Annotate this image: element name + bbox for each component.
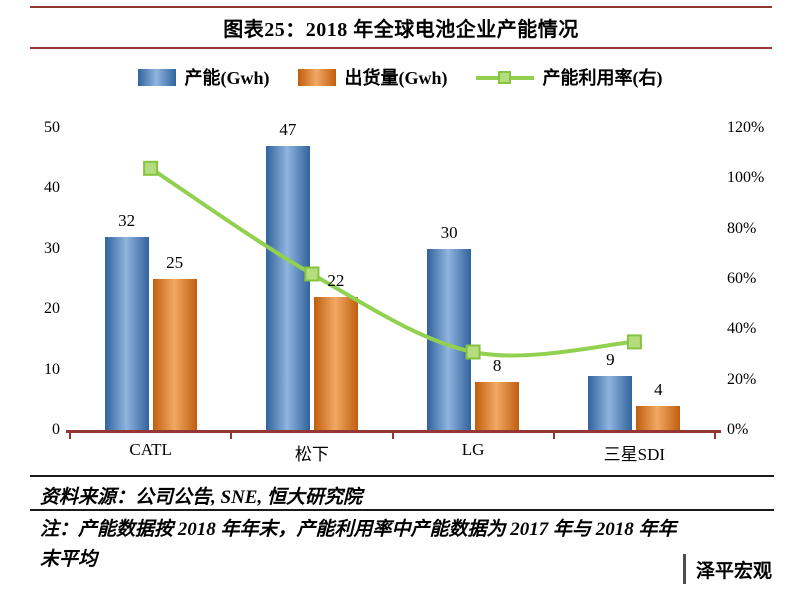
bar-shipment	[152, 279, 197, 430]
watermark: 泽平宏观	[682, 554, 772, 584]
legend-item: 出货量(Gwh)	[297, 64, 448, 90]
y-axis-left-label: 30	[44, 239, 60, 257]
x-axis-tick	[714, 433, 716, 439]
legend-label: 出货量(Gwh)	[344, 68, 448, 88]
source-note: 资料来源：公司公告, SNE, 恒大研究院	[40, 487, 362, 508]
y-axis-right-label: 20%	[727, 370, 757, 388]
bar-value-label: 32	[118, 210, 136, 230]
legend-label: 产能(Gwh)	[184, 68, 270, 88]
y-axis-left-label: 40	[44, 179, 60, 197]
title-bar: 图表25：2018 年全球电池企业产能情况	[30, 6, 772, 49]
bar-shipment	[475, 381, 520, 430]
category-label: 松下	[294, 445, 329, 464]
x-axis-tick	[230, 433, 233, 439]
x-axis-tick	[391, 433, 394, 439]
y-axis-left-label: 0	[52, 421, 60, 438]
y-axis-left-label: 10	[44, 360, 60, 378]
bar-value-label: 8	[492, 355, 502, 375]
divider-mid	[30, 509, 774, 511]
bar-shipment	[313, 297, 358, 430]
legend-swatch-bar	[137, 68, 176, 86]
legend: 产能(Gwh) 出货量(Gwh) 产能利用率(右)	[0, 64, 800, 90]
legend-item: 产能利用率(右)	[475, 64, 663, 90]
category-label: CATL	[129, 440, 172, 459]
y-axis-right-label: 100%	[727, 169, 765, 187]
category-label: 三星SDI	[603, 445, 666, 464]
legend-line-marker	[497, 70, 511, 84]
line-marker	[626, 334, 642, 350]
bar-value-label: 30	[440, 222, 458, 242]
bar-shipment	[636, 405, 681, 430]
legend-label: 产能利用率(右)	[542, 68, 663, 88]
legend-item: 产能(Gwh)	[137, 64, 270, 90]
bar-capacity	[265, 146, 310, 430]
watermark-divider	[682, 554, 686, 584]
y-axis-left-label: 50	[44, 119, 60, 136]
bar-capacity	[104, 236, 149, 430]
footnote: 注：产能数据按 2018 年年末，产能利用率中产能数据为 2017 年与 201…	[40, 519, 677, 571]
y-axis-right-label: 120%	[727, 119, 765, 136]
line-marker	[143, 160, 159, 176]
bar-value-label: 4	[654, 379, 663, 399]
x-axis-line	[66, 430, 721, 433]
utilization-line	[149, 166, 635, 358]
chart-title: 图表25：2018 年全球电池企业产能情况	[223, 19, 579, 41]
y-axis-right-label: 60%	[727, 270, 757, 287]
y-axis-right-label: 40%	[727, 320, 757, 338]
plot-area: 0 10 20 30 40 50 0% 20% 40% 60% 80% 100% 120% 32 47 30 9…	[0, 108, 800, 470]
divider-top	[30, 475, 774, 477]
x-axis-tick	[69, 433, 71, 439]
y-axis-right-label: 0%	[727, 421, 749, 438]
legend-swatch-bar	[297, 68, 336, 86]
y-axis-right-label: 80%	[727, 219, 757, 237]
category-label: LG	[461, 440, 485, 459]
bar-value-label: 47	[279, 120, 297, 140]
x-axis-tick	[552, 433, 555, 439]
y-axis-left-label: 20	[44, 300, 60, 318]
bar-value-label: 25	[166, 253, 184, 272]
legend-swatch-line	[475, 69, 534, 86]
bar-capacity	[588, 375, 633, 430]
bar-capacity	[427, 248, 472, 430]
bar-value-label: 22	[327, 271, 345, 291]
bar-value-label: 9	[606, 349, 615, 369]
watermark-text: 泽平宏观	[695, 560, 772, 582]
